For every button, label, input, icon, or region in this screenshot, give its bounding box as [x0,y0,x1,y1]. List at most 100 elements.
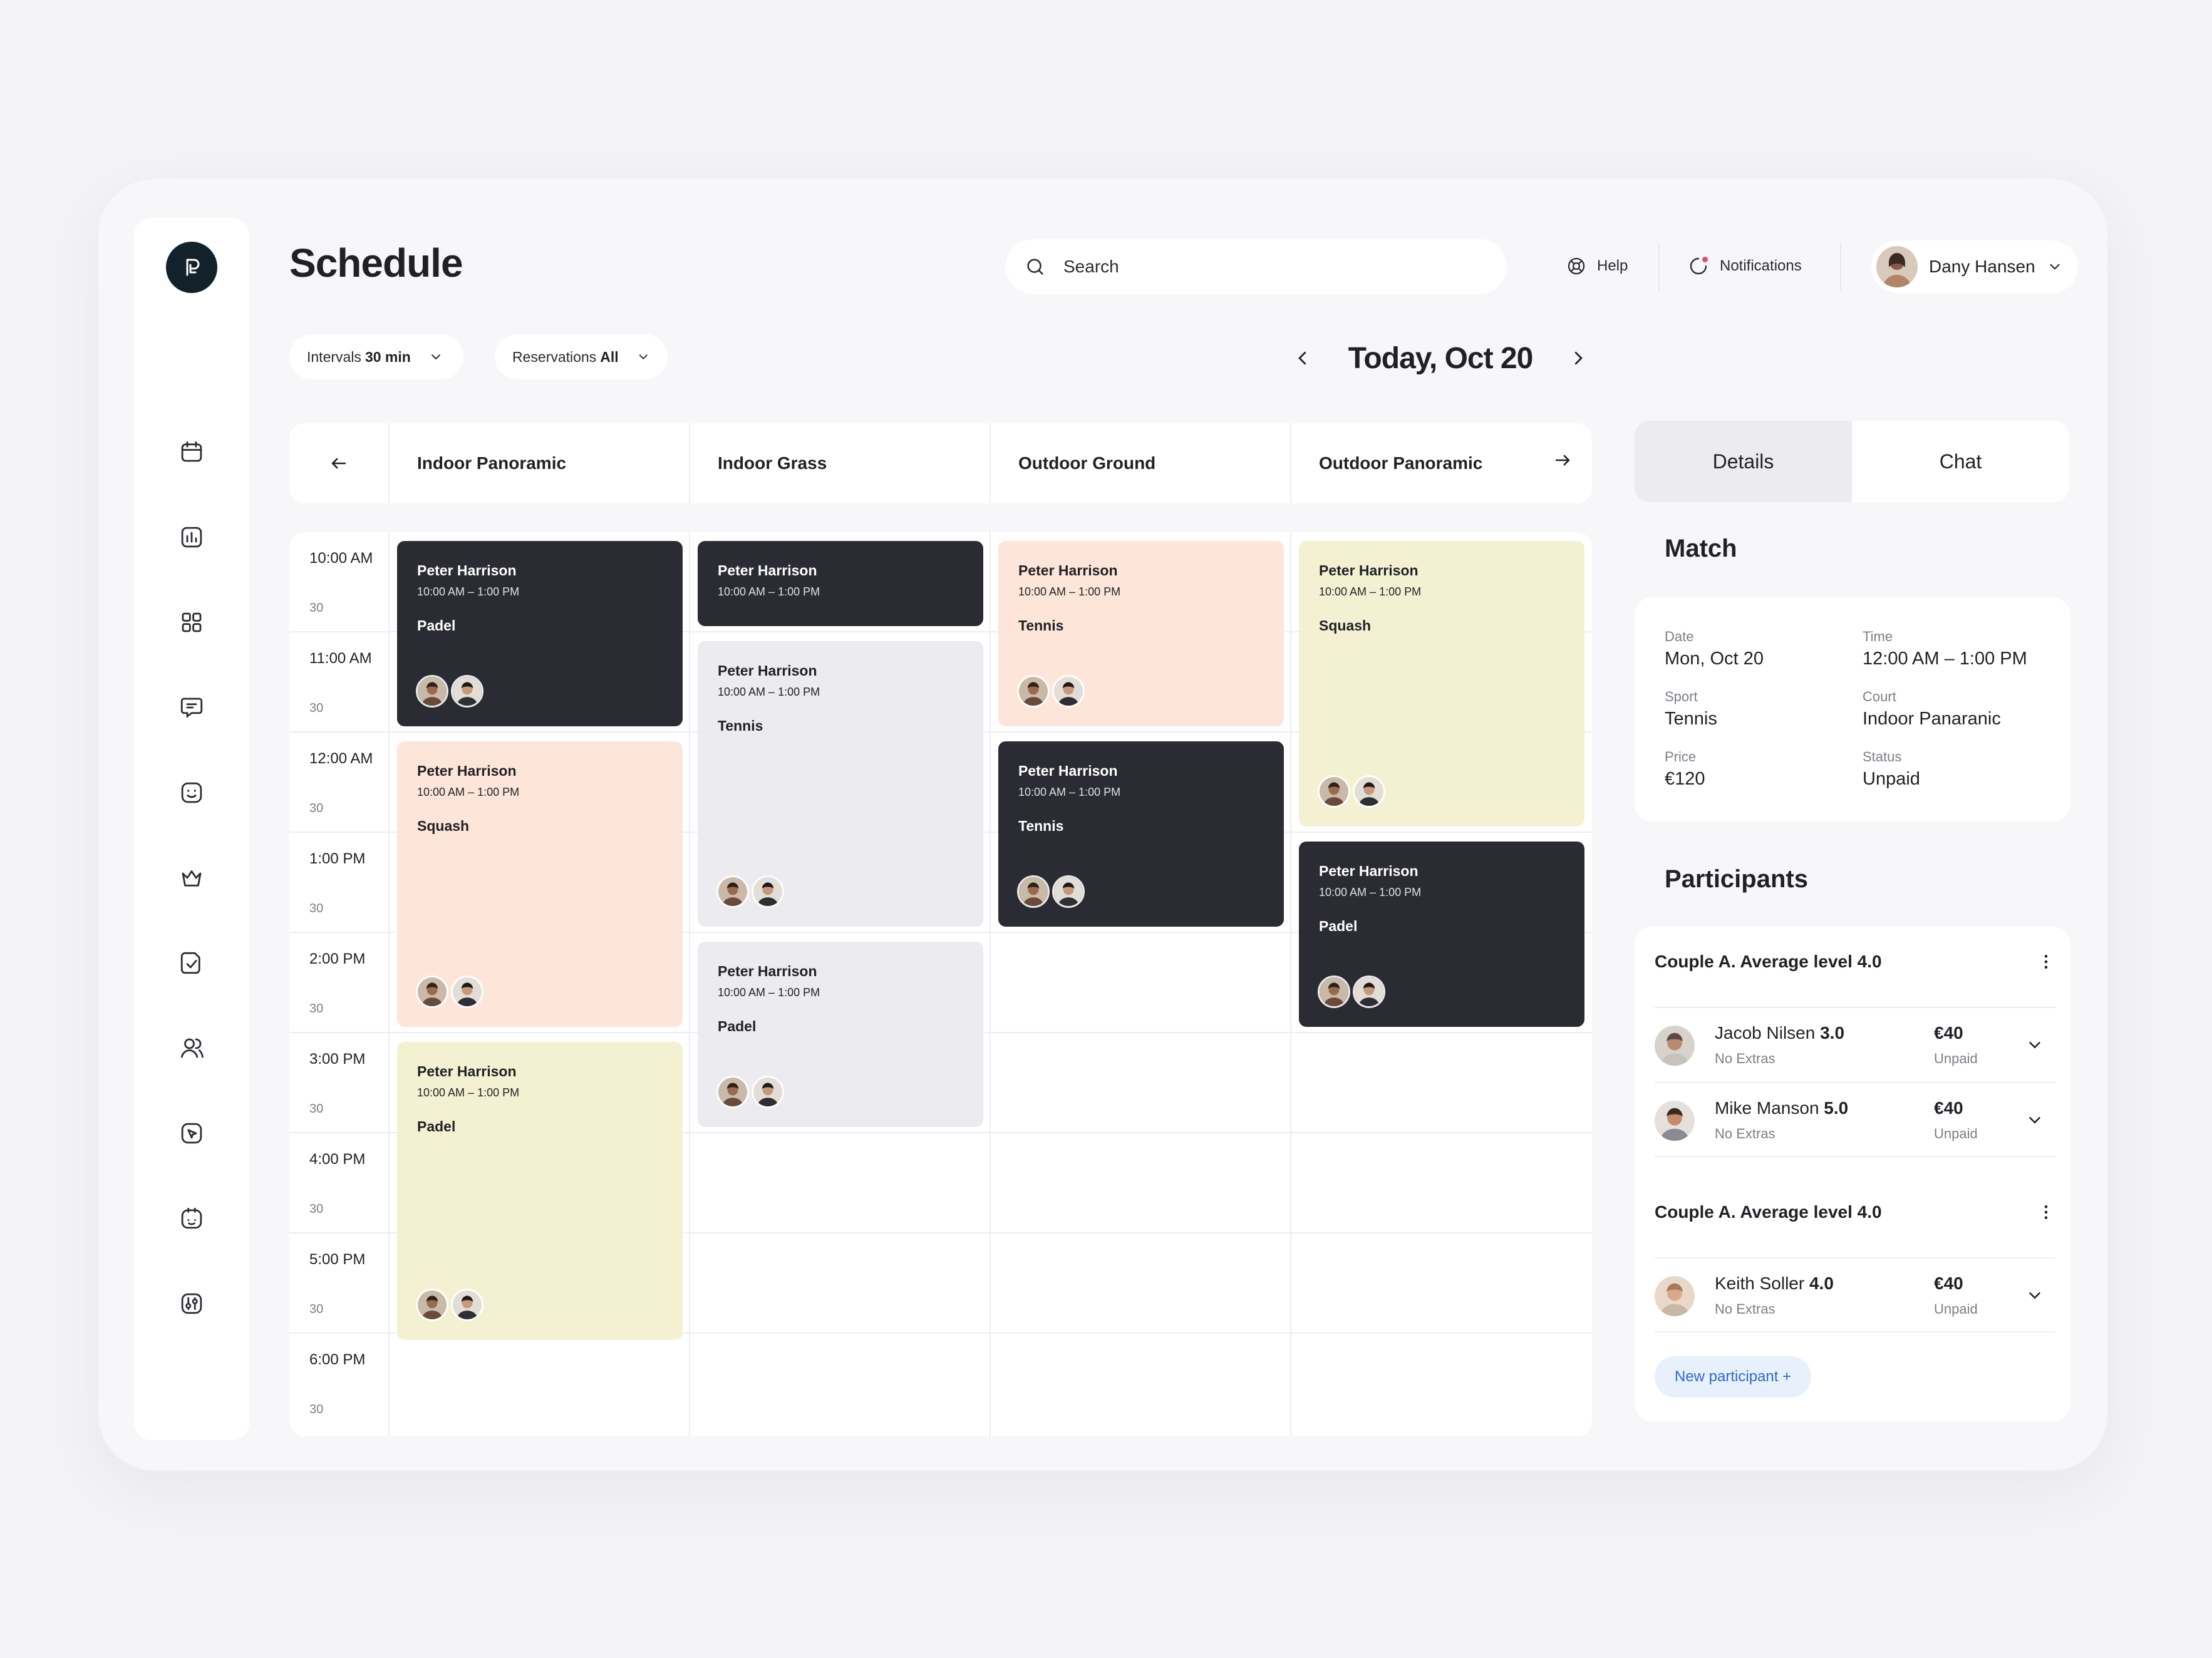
avatar [416,1289,448,1321]
search-input[interactable] [1063,257,1439,277]
avatar [1052,675,1085,708]
users-icon[interactable] [170,1027,213,1069]
booking-card[interactable]: Peter Harrison 10:00 AM – 1:00 PM Padel [698,942,983,1127]
smile-icon[interactable] [170,771,213,814]
participant-row[interactable]: Mike Manson 5.0 No Extras €40 Unpaid [1655,1082,2055,1157]
booking-card[interactable]: Peter Harrison 10:00 AM – 1:00 PM Padel [397,541,683,726]
tab-chat[interactable]: Chat [1939,450,1982,473]
booking-time: 10:00 AM – 1:00 PM [1319,585,1422,598]
hour-label: 4:00 PM [309,1151,366,1168]
notifications-button[interactable]: Notifications [1687,245,1802,287]
booking-name: Peter Harrison [1018,763,1118,779]
field-label: Court [1863,689,1896,704]
logo-icon [186,259,200,276]
next-day-button[interactable] [1566,346,1591,371]
grid-icon[interactable] [170,601,213,644]
participant-row[interactable]: Jacob Nilsen 3.0 No Extras €40 Unpaid [1655,1007,2055,1082]
booking-card[interactable]: Peter Harrison 10:00 AM – 1:00 PM Padel [397,1042,683,1340]
field-label: Date [1665,629,1694,644]
search-icon [1027,259,1043,275]
field-label: Status [1863,749,1902,765]
chat-icon[interactable] [170,686,213,729]
booking-card[interactable]: Peter Harrison 10:00 AM – 1:00 PM [698,541,983,626]
row-divider [390,731,1592,733]
search-bar[interactable] [1006,239,1507,294]
current-date: Today, Oct 20 [1348,341,1534,375]
previous-day-button[interactable] [1290,346,1315,371]
court-label: Indoor Panoramic [417,453,567,473]
participant-extras: No Extras [1715,1051,1775,1066]
booking-time: 10:00 AM – 1:00 PM [718,686,820,698]
booking-time: 10:00 AM – 1:00 PM [718,986,820,999]
tab-details[interactable]: Details [1635,421,1852,502]
participants-card: Couple A. Average level 4.0 Jacob Nilsen… [1635,927,2070,1421]
match-date: Date Mon, Oct 20 [1665,629,1764,669]
booking-time: 10:00 AM – 1:00 PM [1319,886,1422,899]
booking-card[interactable]: Peter Harrison 10:00 AM – 1:00 PM Tennis [998,741,1284,927]
chevron-down-icon [2050,264,2060,270]
app-logo[interactable] [166,242,217,293]
booking-sport: Squash [417,818,470,834]
help-button[interactable]: Help [1566,245,1628,287]
half-hour-label: 30 [309,1102,324,1116]
booking-card[interactable]: Peter Harrison 10:00 AM – 1:00 PM Padel [1299,842,1584,1027]
clock-icon[interactable] [170,1197,213,1240]
avatar [1353,976,1385,1008]
participant-row[interactable]: Keith Soller 4.0 No Extras €40 Unpaid [1655,1257,2055,1332]
half-hour-label: 30 [309,1302,324,1316]
booking-time: 10:00 AM – 1:00 PM [1018,786,1121,798]
booking-time: 10:00 AM – 1:00 PM [718,585,820,598]
reservations-value: All [600,348,619,365]
booking-card[interactable]: Peter Harrison 10:00 AM – 1:00 PM Squash [1299,541,1584,826]
court-header: Indoor Panoramic Indoor Grass Outdoor Gr… [289,423,1592,503]
chart-icon[interactable] [170,516,213,559]
chevron-down-icon[interactable] [2025,1111,2044,1130]
avatar [1318,775,1350,808]
participant-price: €40 [1934,1098,1963,1118]
reservations-select[interactable]: Reservations All [495,334,668,379]
more-options-icon[interactable] [2037,952,2055,971]
booking-participants [1017,675,1085,708]
document-check-icon[interactable] [170,942,213,984]
details-tabs: Details Chat [1635,421,2069,502]
booking-card[interactable]: Peter Harrison 10:00 AM – 1:00 PM Tennis [698,641,983,927]
participant-name: Keith Soller 4.0 [1715,1274,1834,1294]
chevron-down-icon[interactable] [2025,1036,2044,1054]
page-title: Schedule [289,240,463,286]
booking-sport: Padel [1319,918,1358,934]
booking-participants [716,1076,784,1108]
hour-label: 11:00 AM [309,650,372,667]
schedule-grid: 10:00 AM 30 11:00 AM 30 12:00 AM 30 1:00 PM… [289,532,1592,1436]
booking-card[interactable]: Peter Harrison 10:00 AM – 1:00 PM Tennis [998,541,1284,726]
user-menu[interactable]: Dany Hansen [1871,240,2078,293]
settings-icon[interactable] [170,1282,213,1325]
booking-card[interactable]: Peter Harrison 10:00 AM – 1:00 PM Squash [397,741,683,1027]
previous-courts-button[interactable] [289,423,390,503]
time-column: 10:00 AM 30 11:00 AM 30 12:00 AM 30 1:00 PM… [289,532,390,1436]
avatar [451,675,483,708]
avatar [716,875,749,908]
avatar [752,1076,784,1108]
hour-label: 5:00 PM [309,1251,366,1268]
participant-name-text: Jacob Nilsen [1715,1023,1816,1043]
participant-status: Unpaid [1934,1301,1978,1317]
avatar [1017,875,1050,908]
next-courts-button[interactable] [1552,450,1573,475]
half-hour-label: 30 [309,902,324,915]
more-options-icon[interactable] [2037,1203,2055,1222]
group-title: Couple A. Average level 4.0 [1655,952,1882,971]
crown-icon[interactable] [170,857,213,899]
calendar-icon[interactable] [170,431,213,473]
field-label: Time [1863,629,1893,644]
field-value: Unpaid [1863,769,1920,789]
participant-status: Unpaid [1934,1051,1978,1066]
intervals-select[interactable]: Intervals 30 min [289,334,463,379]
booking-time: 10:00 AM – 1:00 PM [417,786,520,798]
chevron-down-icon[interactable] [2025,1286,2044,1305]
time-slot: 6:00 PM 30 [289,1334,390,1434]
field-label: Sport [1665,689,1698,704]
cursor-icon[interactable] [170,1112,213,1155]
court-label: Outdoor Panoramic [1319,453,1483,473]
time-slot: 4:00 PM 30 [289,1133,390,1233]
new-participant-button[interactable]: New participant + [1655,1356,1812,1398]
